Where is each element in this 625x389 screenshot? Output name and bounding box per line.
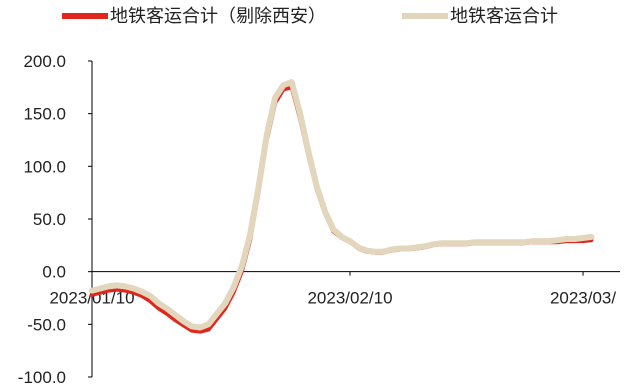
x-tick-label: 2023/01/10 [49, 289, 134, 308]
series-line-2 [89, 79, 595, 331]
y-tick-label: -100.0 [18, 368, 66, 387]
legend-label-1: 地铁客运合计（剔除西安） [110, 6, 326, 27]
y-tick-label: 100.0 [23, 157, 66, 176]
y-tick-label: 0.0 [42, 263, 66, 282]
legend-label-2: 地铁客运合计 [450, 6, 558, 27]
y-tick-label: 200.0 [23, 52, 66, 71]
x-axis-ticks: 2023/01/10 2023/02/10 2023/03/ [49, 271, 616, 308]
series-layer [89, 79, 595, 334]
legend: 地铁客运合计（剔除西安） 地铁客运合计 [62, 6, 558, 27]
x-tick-label: 2023/03/ [550, 289, 616, 308]
y-tick-label: 50.0 [33, 210, 66, 229]
y-axis-tick-labels: 200.0 150.0 100.0 50.0 0.0 -50.0 -100.0 [18, 52, 92, 387]
y-tick-label: -50.0 [27, 315, 66, 334]
legend-item-2: 地铁客运合计 [402, 6, 558, 27]
x-tick-label: 2023/02/10 [307, 289, 392, 308]
legend-item-1: 地铁客运合计（剔除西安） [62, 6, 326, 27]
y-tick-label: 150.0 [23, 105, 66, 124]
